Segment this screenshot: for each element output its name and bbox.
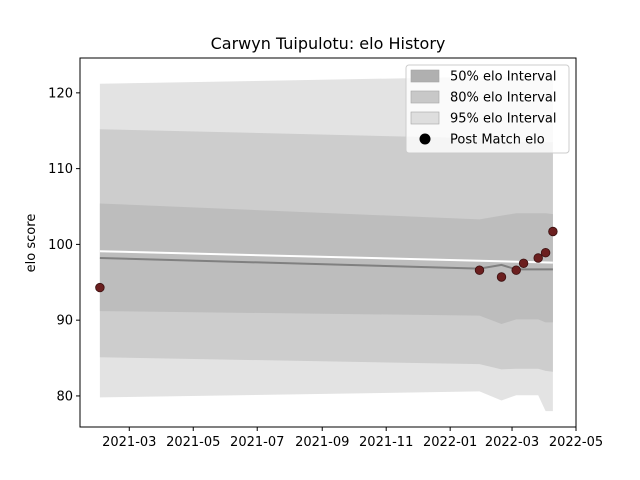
legend-label: Post Match elo [450,133,545,148]
x-tick-label: 2021-05 [166,435,220,450]
chart-title: Carwyn Tuipulotu: elo History [211,34,446,53]
x-tick-label: 2022-01 [423,435,477,450]
y-tick-label: 90 [56,314,73,329]
plot-area [95,76,558,412]
legend-label: 95% elo Interval [450,112,557,127]
post-match-elo-point [540,247,551,258]
legend-swatch [410,90,440,104]
legend-box [405,64,570,154]
legend-swatch [410,111,440,125]
post-match-elo-point [511,265,521,275]
x-tick-label: 2021-07 [230,435,284,450]
legend-marker-post-match-elo [419,133,431,145]
legend-label: 50% elo Interval [450,70,557,85]
x-tick-label: 2022-03 [485,435,539,450]
post-match-elo-point [533,253,543,263]
x-tick-label: 2021-03 [102,435,156,450]
y-tick-label: 100 [48,238,73,253]
legend-swatch [410,69,440,83]
trend-line-3 [99,257,553,271]
x-tick-label: 2022-05 [549,435,603,450]
legend: 50% elo Interval 80% elo Interval 95% elo … [405,64,570,154]
y-axis-label: elo score [24,214,39,273]
post-match-elo-point [518,258,529,269]
post-match-elo-point [496,272,507,282]
x-tick-label: 2021-09 [295,435,349,450]
post-match-elo-point [548,226,558,237]
axes: 2021-03 2021-05 2021-07 2021-09 2021-11 2022-… [48,57,603,450]
legend-label: 80% elo Interval [450,91,557,106]
post-match-elo-point [95,282,105,293]
trend-line-4 [99,250,553,264]
axes-frame [79,57,577,428]
y-tick-label: 110 [48,162,73,177]
post-match-elo-point [474,265,485,275]
y-tick-label: 80 [56,389,73,404]
y-tick-label: 120 [48,86,73,101]
x-tick-label: 2021-11 [359,435,413,450]
